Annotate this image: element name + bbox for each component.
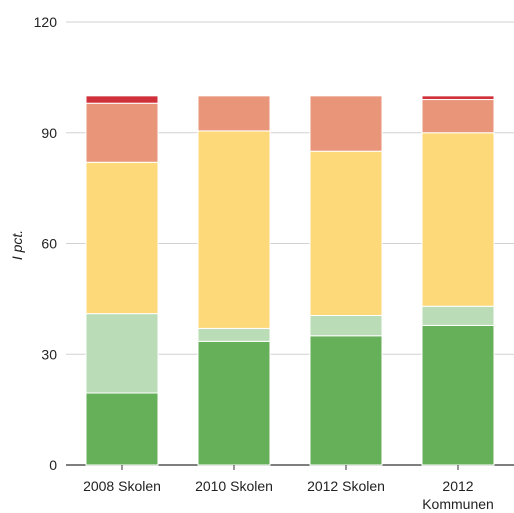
bar-segment bbox=[309, 314, 383, 337]
bar-segment bbox=[309, 95, 383, 152]
y-tick-label: 120 bbox=[34, 14, 58, 30]
bar-segment bbox=[309, 335, 383, 466]
y-tick-label: 90 bbox=[41, 125, 57, 141]
bar-segment bbox=[197, 340, 271, 466]
bar-segment bbox=[309, 150, 383, 316]
x-tick-label: 2012 bbox=[442, 478, 473, 494]
bar-segment bbox=[421, 324, 495, 466]
x-tick-label: 2012 Skolen bbox=[307, 478, 385, 494]
axis-layer: 0 30 60 90 120 2008 Skolen 2010 Skolen 2012 Sko… bbox=[34, 14, 494, 512]
bar-segment bbox=[421, 99, 495, 134]
bar-segment bbox=[85, 313, 159, 394]
bar-segment bbox=[197, 95, 271, 132]
y-tick-label: 60 bbox=[41, 236, 57, 252]
bar-segment bbox=[85, 161, 159, 315]
x-tick-label: Kommunen bbox=[422, 496, 494, 512]
y-tick-label: 30 bbox=[41, 346, 57, 362]
bar-segment bbox=[85, 392, 159, 466]
bar-segment bbox=[197, 130, 271, 329]
x-tick-label: 2008 Skolen bbox=[83, 478, 161, 494]
y-tick-label: 0 bbox=[49, 457, 57, 473]
y-axis-title: I pct. bbox=[9, 230, 25, 260]
bar-segment bbox=[197, 327, 271, 342]
bar-segment bbox=[421, 132, 495, 307]
x-tick-label: 2010 Skolen bbox=[195, 478, 273, 494]
bars-layer bbox=[85, 95, 495, 466]
bar-segment bbox=[421, 305, 495, 326]
bar-segment bbox=[421, 95, 495, 101]
bar-segment bbox=[85, 95, 159, 104]
bar-segment bbox=[85, 102, 159, 163]
